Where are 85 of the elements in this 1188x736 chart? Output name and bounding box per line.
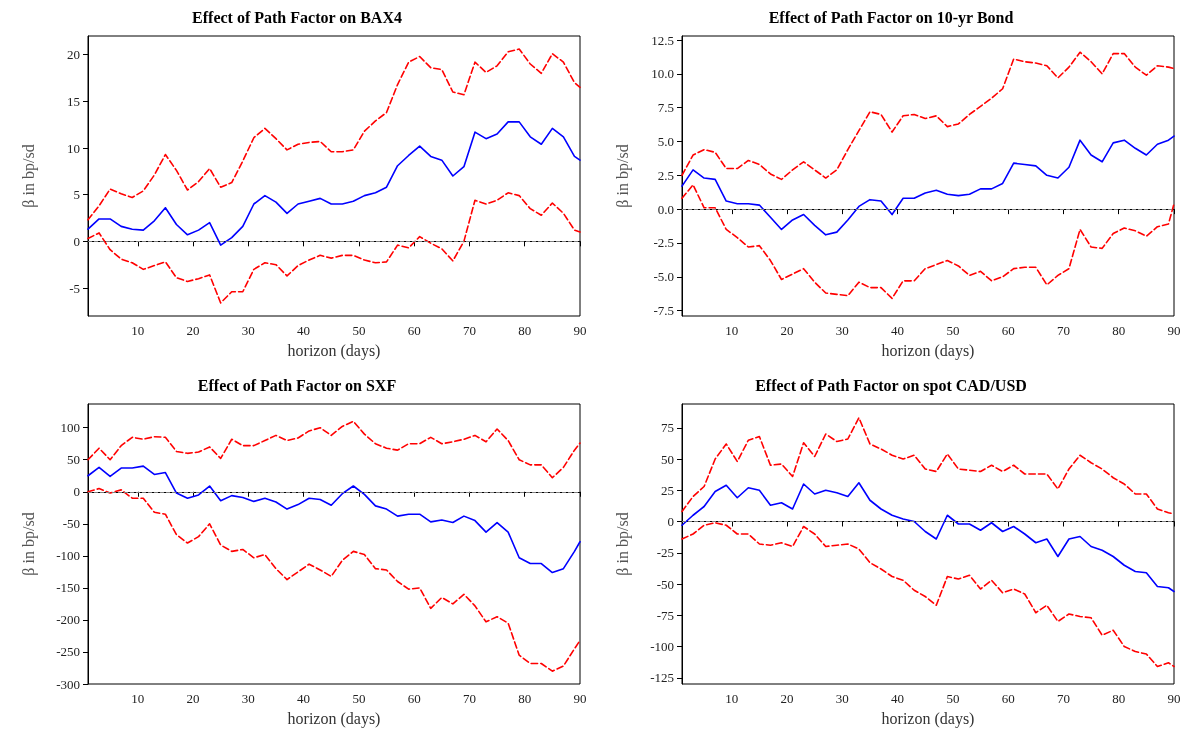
- y-tick-label: -100: [650, 639, 674, 654]
- x-tick-label: 40: [297, 691, 311, 706]
- y-tick-label: -5.0: [653, 269, 674, 285]
- y-tick-label: -7.5: [653, 303, 674, 319]
- x-tick-label: 20: [186, 691, 200, 706]
- chart-title: Effect of Path Factor on spot CAD/USD: [755, 376, 1027, 395]
- y-tick-label: 20: [67, 47, 80, 63]
- y-tick-label: -150: [56, 580, 80, 596]
- x-tick-label: 80: [518, 691, 532, 706]
- y-tick-label: 2.5: [657, 167, 674, 183]
- line-series: [681, 416, 1175, 515]
- x-tick-label: 70: [1056, 323, 1070, 338]
- x-tick-label: 70: [462, 323, 476, 338]
- x-tick-label: 90: [573, 323, 587, 338]
- y-tick-label: 15: [67, 93, 80, 109]
- y-tick-label: -2.5: [653, 235, 674, 251]
- y-tick-label: 10.0: [651, 66, 674, 82]
- x-tick-label: 50: [946, 691, 960, 706]
- y-tick-label: 5: [73, 187, 80, 203]
- y-axis-title: β in bp/sd: [613, 144, 632, 208]
- x-axis-title: horizon (days): [287, 341, 381, 360]
- x-tick-label: 50: [352, 323, 366, 338]
- x-tick-label: 40: [297, 323, 311, 338]
- x-tick-label: 20: [780, 691, 794, 706]
- x-tick-label: 70: [462, 691, 476, 706]
- x-tick-label: 30: [835, 691, 849, 706]
- y-tick-label: 10: [67, 140, 80, 156]
- y-tick-label: 0: [667, 514, 674, 529]
- x-axis-title: horizon (days): [881, 709, 975, 728]
- y-tick-label: 0: [73, 233, 80, 249]
- y-tick-label: -5: [69, 280, 80, 296]
- x-tick-label: 80: [1112, 323, 1126, 338]
- y-tick-label: -25: [656, 545, 674, 561]
- x-tick-label: 10: [131, 323, 145, 338]
- y-tick-label: -300: [56, 676, 80, 692]
- y-tick-label: -250: [56, 644, 80, 660]
- x-tick-label: 60: [407, 323, 421, 338]
- line-series: [87, 420, 581, 479]
- line-series: [681, 51, 1175, 181]
- line-series: [87, 48, 581, 221]
- x-tick-label: 60: [407, 691, 421, 706]
- y-tick-label: 12.5: [651, 32, 674, 48]
- x-tick-label: 30: [241, 323, 255, 338]
- x-tick-label: 50: [946, 323, 960, 338]
- y-tick-label: 0.0: [657, 201, 674, 217]
- x-tick-label: 10: [131, 691, 145, 706]
- x-tick-label: 10: [725, 691, 739, 706]
- y-axis-title: β in bp/sd: [613, 512, 632, 576]
- x-tick-label: 40: [891, 323, 905, 338]
- x-tick-label: 10: [725, 323, 739, 338]
- y-tick-label: 50: [67, 452, 80, 468]
- y-tick-label: -50: [62, 516, 80, 532]
- x-axis-title: horizon (days): [287, 709, 381, 728]
- chart-title: Effect of Path Factor on SXF: [197, 376, 397, 394]
- y-tick-label: 50: [661, 451, 674, 467]
- y-tick-label: 25: [661, 482, 674, 498]
- x-tick-label: 70: [1056, 691, 1070, 706]
- y-axis-title: β in bp/sd: [19, 512, 38, 576]
- x-tick-label: 60: [1001, 691, 1015, 706]
- y-tick-label: -125: [650, 670, 674, 686]
- x-tick-label: 80: [518, 323, 532, 338]
- y-tick-label: -100: [56, 548, 80, 564]
- y-tick-label: 75: [661, 420, 674, 436]
- x-tick-label: 80: [1112, 691, 1126, 706]
- x-tick-label: 90: [1167, 323, 1181, 338]
- x-tick-label: 60: [1001, 323, 1015, 338]
- x-tick-label: 90: [573, 691, 587, 706]
- x-tick-label: 30: [241, 691, 255, 706]
- y-tick-label: 5.0: [657, 134, 674, 150]
- y-tick-label: -200: [56, 612, 80, 628]
- y-tick-label: -50: [656, 576, 674, 592]
- y-tick-label: 100: [60, 420, 80, 436]
- chart-title: Effect of Path Factor on 10-yr Bond: [768, 8, 1014, 27]
- chart-title: Effect of Path Factor on BAX4: [192, 8, 402, 26]
- x-tick-label: 30: [835, 323, 849, 338]
- x-axis-title: horizon (days): [881, 341, 975, 360]
- y-axis-title: β in bp/sd: [19, 144, 38, 208]
- x-tick-label: 50: [352, 691, 366, 706]
- y-tick-label: -75: [656, 607, 674, 623]
- x-tick-label: 90: [1167, 691, 1181, 706]
- x-tick-label: 20: [186, 323, 200, 338]
- x-tick-label: 40: [891, 691, 905, 706]
- y-tick-label: 7.5: [657, 100, 674, 116]
- x-tick-label: 20: [780, 323, 794, 338]
- y-tick-label: 0: [73, 484, 80, 500]
